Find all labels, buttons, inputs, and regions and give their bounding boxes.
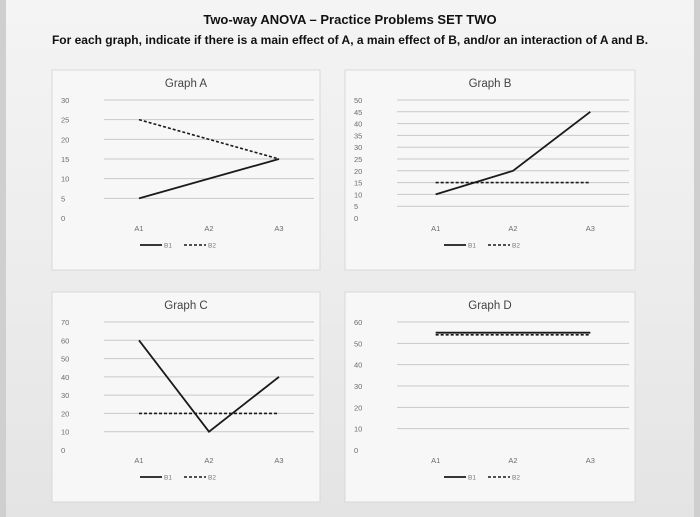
y-tick-label: 15 (354, 179, 362, 188)
chart-title: Graph D (468, 300, 511, 312)
y-tick-label: 40 (354, 120, 362, 129)
y-tick-label: 0 (61, 214, 65, 223)
x-tick-label: A2 (508, 224, 517, 233)
y-tick-label: 10 (61, 175, 69, 184)
y-tick-label: 20 (354, 167, 362, 176)
legend-label-b1: B1 (468, 243, 476, 250)
y-tick-label: 0 (354, 214, 358, 223)
x-tick-label: A1 (431, 224, 440, 233)
y-tick-label: 5 (61, 194, 65, 203)
y-tick-label: 45 (354, 108, 362, 117)
y-tick-label: 0 (61, 446, 65, 455)
x-tick-label: A1 (431, 456, 440, 465)
chart-area (51, 291, 321, 503)
x-tick-label: A1 (134, 456, 143, 465)
y-tick-label: 50 (354, 96, 362, 105)
graph-d: Graph D 0 10 20 30 40 50 60 A1 A2 A3 B1 B2 (344, 291, 636, 503)
series-line-b2 (138, 118, 280, 160)
y-tick-label: 50 (61, 355, 69, 364)
y-tick-label: 20 (61, 409, 69, 418)
y-tick-label: 10 (354, 190, 362, 199)
instructions: For each graph, indicate if there is a m… (51, 33, 649, 47)
series-line-b1 (138, 339, 280, 433)
legend-label-b1: B1 (468, 475, 476, 482)
page-title: Two-way ANOVA – Practice Problems SET TW… (203, 12, 497, 27)
legend-label-b2: B2 (208, 243, 216, 250)
y-tick-label: 10 (61, 428, 69, 437)
y-tick-label: 60 (61, 336, 69, 345)
y-tick-label: 5 (354, 202, 358, 211)
y-tick-label: 0 (354, 446, 358, 455)
y-tick-label: 30 (354, 143, 362, 152)
series-line-b1 (138, 158, 280, 200)
y-tick-label: 60 (354, 318, 362, 327)
y-tick-label: 35 (354, 131, 362, 140)
y-tick-label: 30 (61, 96, 69, 105)
x-tick-label: A3 (274, 224, 283, 233)
x-tick-label: A3 (586, 224, 595, 233)
x-tick-label: A3 (586, 456, 595, 465)
legend-label-b1: B1 (164, 475, 172, 482)
legend-label-b2: B2 (512, 243, 520, 250)
x-tick-label: A2 (204, 224, 213, 233)
y-tick-label: 20 (61, 135, 69, 144)
x-tick-label: A1 (134, 224, 143, 233)
y-tick-label: 70 (61, 318, 69, 327)
legend-label-b1: B1 (164, 243, 172, 250)
y-tick-label: 40 (61, 373, 69, 382)
y-tick-label: 10 (354, 425, 362, 434)
y-tick-label: 25 (61, 116, 69, 125)
x-tick-label: A3 (274, 456, 283, 465)
graph-c: Graph C 0 10 20 30 40 50 60 70 A1 A2 A3 B1 B2 (51, 291, 321, 503)
chart-title: Graph C (164, 300, 207, 312)
chart-area (344, 69, 636, 271)
chart-area (344, 291, 636, 503)
chart-title: Graph A (165, 78, 208, 90)
chart-title: Graph B (469, 78, 512, 90)
graph-b: Graph B 0 5 10 15 20 25 30 35 40 45 50 A1 A2 A3 B1 B2 (344, 69, 636, 271)
y-tick-label: 25 (354, 155, 362, 164)
y-tick-label: 30 (61, 391, 69, 400)
y-tick-label: 40 (354, 361, 362, 370)
y-tick-label: 30 (354, 382, 362, 391)
x-tick-label: A2 (204, 456, 213, 465)
legend-label-b2: B2 (208, 475, 216, 482)
graph-a: Graph A 0 5 10 15 20 25 30 A1 A2 A3 B1 B2 (51, 69, 321, 271)
y-tick-label: 15 (61, 155, 69, 164)
x-tick-label: A2 (508, 456, 517, 465)
chart-area (51, 69, 321, 271)
y-tick-label: 50 (354, 339, 362, 348)
legend-label-b2: B2 (512, 475, 520, 482)
series-line-b1 (435, 111, 591, 196)
y-tick-label: 20 (354, 403, 362, 412)
